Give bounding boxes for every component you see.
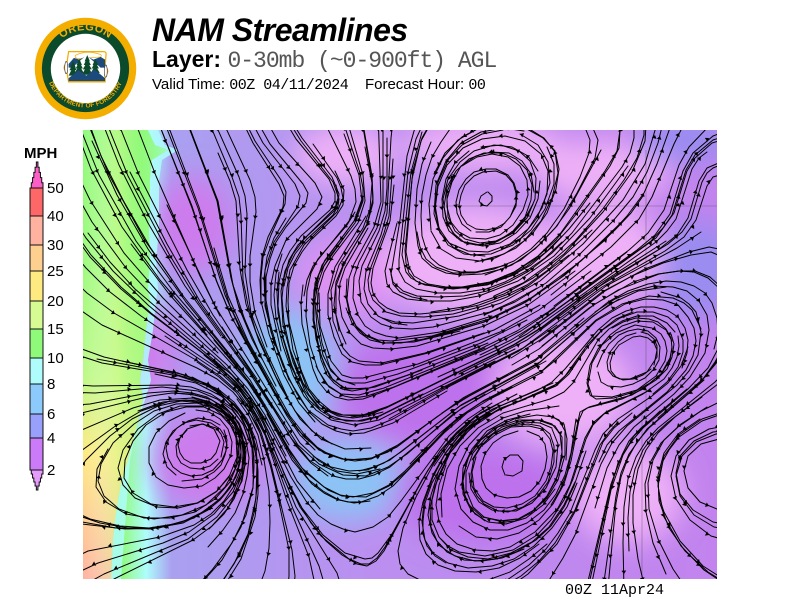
svg-text:40: 40 xyxy=(47,208,64,225)
svg-text:8: 8 xyxy=(47,376,55,393)
svg-text:6: 6 xyxy=(47,406,55,423)
svg-text:15: 15 xyxy=(47,321,64,338)
svg-text:2: 2 xyxy=(47,462,55,479)
svg-text:20: 20 xyxy=(47,293,64,310)
svg-text:50: 50 xyxy=(47,180,64,197)
svg-text:25: 25 xyxy=(47,263,64,280)
svg-text:10: 10 xyxy=(47,350,64,367)
svg-text:30: 30 xyxy=(47,237,64,254)
svg-text:4: 4 xyxy=(47,430,55,447)
